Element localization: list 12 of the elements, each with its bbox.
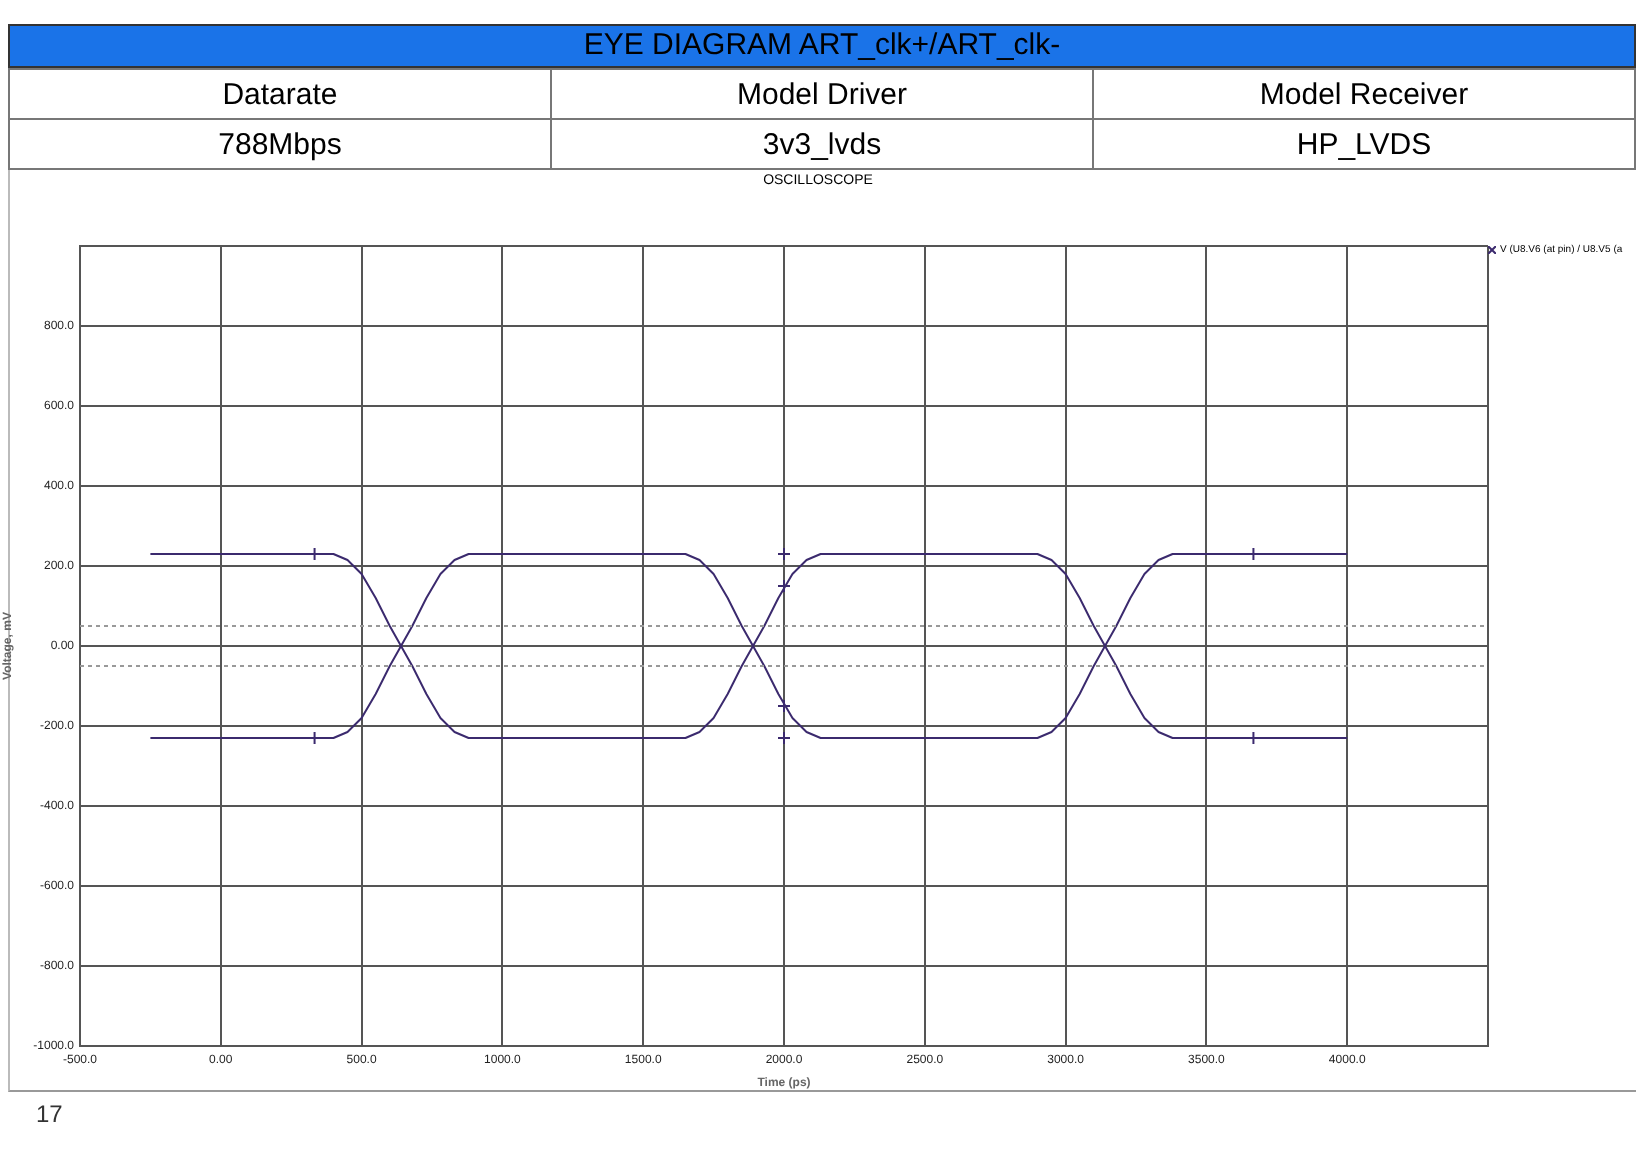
text: Model Receiver bbox=[1093, 69, 1635, 119]
chart-title: EYE DIAGRAM ART_clk+/ART_clk- bbox=[8, 24, 1636, 68]
point bbox=[777, 699, 791, 713]
text: Datarate bbox=[9, 69, 551, 119]
text: 788Mbps bbox=[9, 119, 551, 169]
point bbox=[777, 579, 791, 593]
point bbox=[777, 731, 791, 745]
text: HP_LVDS bbox=[1093, 119, 1635, 169]
point bbox=[777, 547, 791, 561]
text: Model Driver bbox=[551, 69, 1093, 119]
text: 3v3_lvds bbox=[551, 119, 1093, 169]
text: 17 bbox=[36, 1100, 63, 1128]
